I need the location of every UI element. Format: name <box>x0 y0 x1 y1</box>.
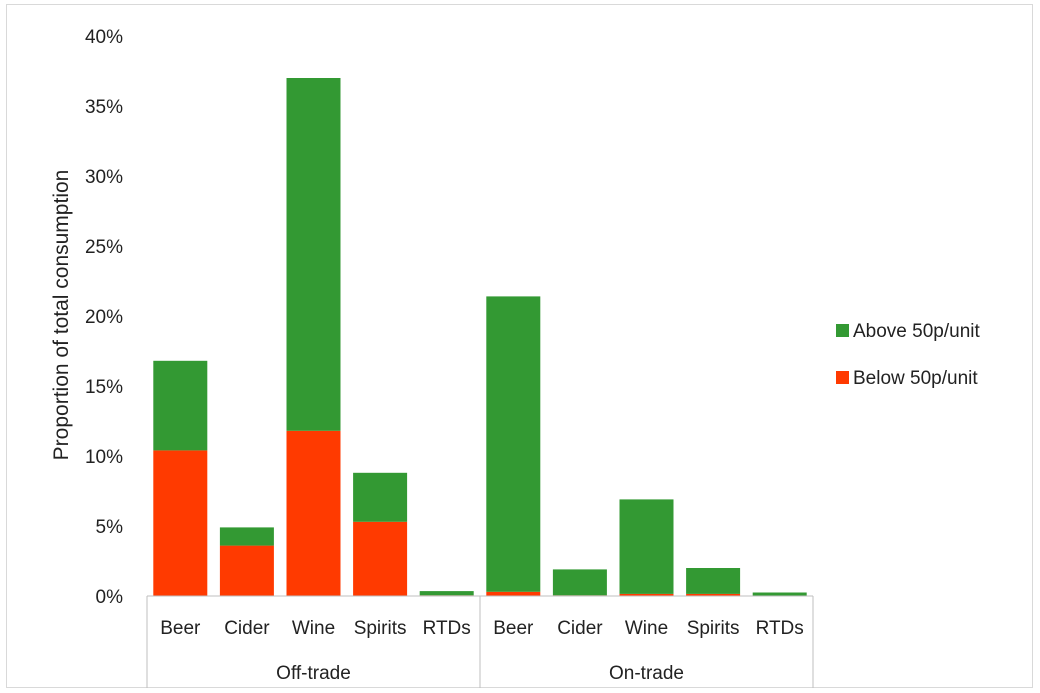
y-tick-label: 10% <box>85 447 123 468</box>
y-tick-label: 40% <box>85 27 123 48</box>
y-tick-label: 35% <box>85 97 123 118</box>
legend: Above 50p/unit Below 50p/unit <box>836 321 980 389</box>
bar-segment <box>419 591 474 596</box>
category-label: Beer <box>160 618 201 639</box>
bar-segment <box>219 545 274 596</box>
bar-segment <box>619 499 674 594</box>
legend-swatch <box>836 324 849 337</box>
y-axis-ticks: 0% 5% 10% 15% 20% 25% 30% 35% 40% <box>85 27 123 608</box>
bar-segment <box>686 593 741 596</box>
category-label: Cider <box>557 618 603 639</box>
category-labels: Beer Cider Wine Spirits RTDs Beer Cider Wine Spi… <box>160 618 804 684</box>
bar-segment <box>486 591 541 596</box>
bar-segment <box>286 78 341 431</box>
axes <box>146 595 814 688</box>
bar-segment <box>619 593 674 596</box>
legend-swatch <box>836 371 849 384</box>
y-tick-label: 5% <box>96 517 124 538</box>
y-tick-label: 0% <box>96 587 124 608</box>
category-label: Wine <box>625 618 668 639</box>
bar-segment <box>686 568 741 594</box>
y-tick-label: 20% <box>85 307 123 328</box>
category-label: Wine <box>292 618 335 639</box>
category-label: Spirits <box>687 618 740 639</box>
category-label: RTDs <box>756 618 804 639</box>
bar-segment <box>219 527 274 546</box>
category-label: Cider <box>224 618 270 639</box>
bar-segment <box>153 360 208 451</box>
y-tick-label: 15% <box>85 377 123 398</box>
bar-segment <box>486 296 541 592</box>
bar-segment <box>752 592 807 596</box>
bars <box>153 78 807 596</box>
category-label: RTDs <box>423 618 471 639</box>
legend-label: Above 50p/unit <box>853 321 980 342</box>
y-axis-label: Proportion of total consumption <box>50 170 73 461</box>
bar-segment <box>153 450 208 596</box>
legend-label: Below 50p/unit <box>853 368 978 389</box>
group-label: On-trade <box>609 663 684 684</box>
y-tick-label: 25% <box>85 237 123 258</box>
y-tick-label: 30% <box>85 167 123 188</box>
category-label: Beer <box>493 618 534 639</box>
bar-segment <box>286 430 341 596</box>
category-label: Spirits <box>354 618 407 639</box>
bar-segment <box>353 472 408 522</box>
bar-segment <box>552 569 607 596</box>
group-label: Off-trade <box>276 663 351 684</box>
bar-segment <box>353 521 408 596</box>
